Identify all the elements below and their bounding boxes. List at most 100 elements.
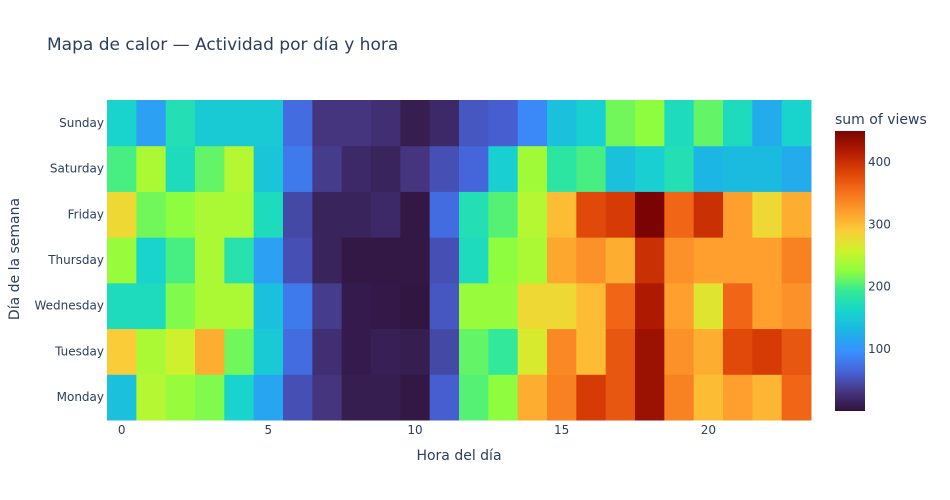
x-tick-label: 20 — [701, 423, 716, 437]
heatmap-cell — [752, 282, 783, 330]
heatmap-cell — [136, 328, 167, 375]
colorbar — [835, 131, 865, 411]
heatmap-cell — [107, 328, 137, 375]
heatmap-cell — [371, 100, 401, 147]
heatmap-cell — [400, 145, 431, 192]
heatmap-cell — [312, 282, 343, 330]
heatmap-cell — [400, 328, 431, 375]
heatmap-cell — [195, 374, 225, 421]
heatmap-cell — [136, 145, 167, 192]
heatmap-cell — [605, 282, 636, 330]
heatmap-cell — [547, 328, 577, 375]
heatmap-cell — [371, 191, 401, 238]
heatmap-cell — [517, 100, 548, 147]
heatmap-cell — [195, 237, 225, 284]
heatmap-cell — [224, 237, 255, 284]
heatmap-cell — [576, 191, 607, 238]
heatmap-cell — [693, 282, 724, 330]
y-tick-label: Monday — [57, 390, 104, 404]
heatmap-cell — [664, 328, 695, 375]
heatmap-cell — [576, 374, 607, 421]
heatmap-cell — [752, 145, 783, 192]
heatmap-cell — [107, 374, 137, 421]
heatmap-cell — [165, 100, 196, 147]
heatmap-cell — [517, 145, 548, 192]
heatmap-cell — [605, 191, 636, 238]
heatmap-cell — [195, 328, 225, 375]
heatmap-cell — [459, 191, 489, 238]
heatmap-cell — [752, 100, 783, 147]
heatmap-cell — [693, 191, 724, 238]
heatmap-cell — [781, 100, 812, 147]
heatmap-cell — [488, 191, 519, 238]
chart-title: Mapa de calor — Actividad por día y hora — [47, 35, 398, 55]
heatmap-cell — [693, 100, 724, 147]
heatmap-cell — [781, 237, 812, 284]
heatmap-cell — [723, 191, 753, 238]
heatmap-cell — [781, 282, 812, 330]
heatmap-cell — [224, 374, 255, 421]
heatmap-cell — [165, 328, 196, 375]
heatmap-cell — [547, 237, 577, 284]
heatmap-cell — [341, 282, 372, 330]
heatmap-cell — [752, 328, 783, 375]
y-tick-label: Saturday — [50, 162, 104, 176]
heatmap-cell — [576, 282, 607, 330]
heatmap-cell — [341, 374, 372, 421]
heatmap-cell — [224, 328, 255, 375]
heatmap-cell — [635, 191, 665, 238]
heatmap-cell — [136, 374, 167, 421]
heatmap-cell — [547, 145, 577, 192]
heatmap-cell — [253, 100, 284, 147]
heatmap-cell — [517, 191, 548, 238]
heatmap-cell — [283, 237, 313, 284]
heatmap-cell — [547, 191, 577, 238]
x-tick-label: 5 — [265, 423, 273, 437]
heatmap-cell — [635, 282, 665, 330]
x-tick-label: 0 — [118, 423, 126, 437]
heatmap-cell — [400, 282, 431, 330]
heatmap-cell — [195, 145, 225, 192]
colorbar-ticks: 100 200 300 400 — [868, 155, 891, 356]
heatmap-cell — [605, 374, 636, 421]
x-tick-label: 15 — [554, 423, 569, 437]
heatmap-cell — [576, 145, 607, 192]
heatmap-cell — [517, 328, 548, 375]
heatmap-cell — [781, 328, 812, 375]
heatmap-cell — [459, 145, 489, 192]
heatmap-cell — [459, 374, 489, 421]
heatmap-cell — [253, 145, 284, 192]
heatmap-cell — [576, 100, 607, 147]
heatmap-cell — [107, 237, 137, 284]
heatmap-cell — [429, 145, 460, 192]
heatmap-cell — [341, 191, 372, 238]
heatmap-cell — [488, 145, 519, 192]
heatmap-cell — [576, 328, 607, 375]
heatmap-cell — [664, 374, 695, 421]
heatmap-cells — [107, 100, 812, 421]
heatmap-cell — [635, 237, 665, 284]
heatmap-cell — [723, 237, 753, 284]
heatmap-cell — [723, 145, 753, 192]
heatmap-cell — [723, 100, 753, 147]
heatmap-cell — [635, 374, 665, 421]
heatmap-cell — [693, 328, 724, 375]
heatmap-cell — [605, 328, 636, 375]
heatmap-cell — [341, 145, 372, 192]
heatmap-cell — [253, 237, 284, 284]
heatmap-cell — [752, 374, 783, 421]
heatmap-cell — [165, 374, 196, 421]
heatmap-cell — [400, 374, 431, 421]
heatmap-cell — [195, 191, 225, 238]
heatmap-cell — [400, 191, 431, 238]
x-axis-label: Hora del día — [416, 448, 501, 464]
heatmap-cell — [195, 100, 225, 147]
heatmap-cell — [136, 237, 167, 284]
heatmap-cell — [723, 374, 753, 421]
heatmap-cell — [605, 145, 636, 192]
heatmap-cell — [429, 374, 460, 421]
heatmap-cell — [635, 328, 665, 375]
heatmap-cell — [605, 100, 636, 147]
heatmap-cell — [781, 145, 812, 192]
heatmap-cell — [547, 374, 577, 421]
